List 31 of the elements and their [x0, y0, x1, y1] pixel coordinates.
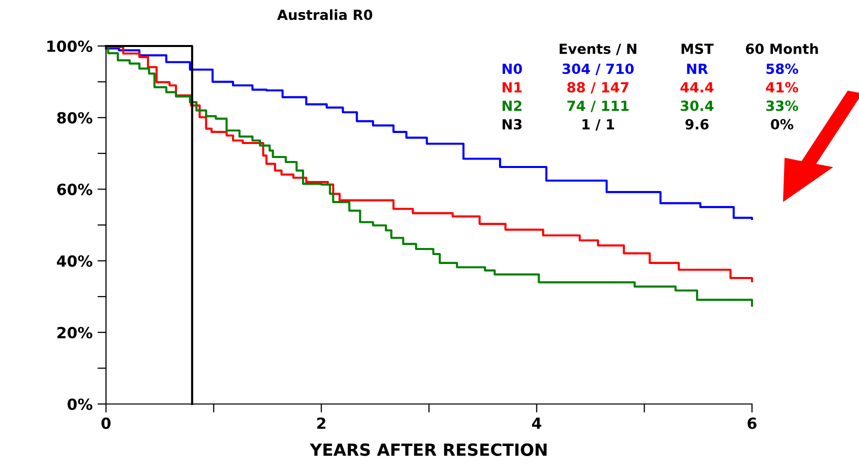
- chart-title: Australia R0: [277, 9, 372, 20]
- text: 41%: [766, 82, 798, 93]
- y-tick-label: 80%: [57, 112, 92, 124]
- x-tick-label: 6: [748, 417, 756, 430]
- text: N3: [502, 119, 522, 130]
- annotation: 44.4: [680, 82, 714, 92]
- annotation: 1 / 1: [582, 119, 614, 131]
- y-tick-label: 60%: [57, 184, 92, 196]
- x-axis-title: YEARS AFTER RESECTION: [310, 443, 547, 456]
- annotation: Events / N: [560, 44, 636, 56]
- annotation: NR: [687, 64, 708, 74]
- text: N2: [502, 100, 522, 111]
- y-tick-label: 0%: [68, 398, 92, 410]
- text: 58%: [766, 64, 798, 74]
- annotation: 30.4: [680, 100, 714, 112]
- x-tick-label: 2: [317, 417, 326, 429]
- annotation: 74 / 111: [567, 100, 629, 112]
- annotation: 60 Month: [746, 43, 818, 54]
- annotation: MST: [682, 44, 714, 54]
- text: N1: [502, 82, 522, 92]
- y-tick-label: 40%: [56, 255, 92, 267]
- x-tick-label: 0: [101, 417, 111, 430]
- y-tick-label: 100%: [47, 40, 92, 52]
- annotation: 304 / 710: [562, 64, 634, 76]
- text: 0%: [770, 119, 794, 130]
- text: N0: [502, 64, 522, 74]
- annotation: 88 / 147: [567, 82, 628, 94]
- text: 33%: [766, 100, 798, 112]
- annotation: 9.6: [685, 119, 709, 130]
- x-tick-label: 4: [532, 418, 542, 429]
- y-tick-label: 20%: [57, 326, 92, 338]
